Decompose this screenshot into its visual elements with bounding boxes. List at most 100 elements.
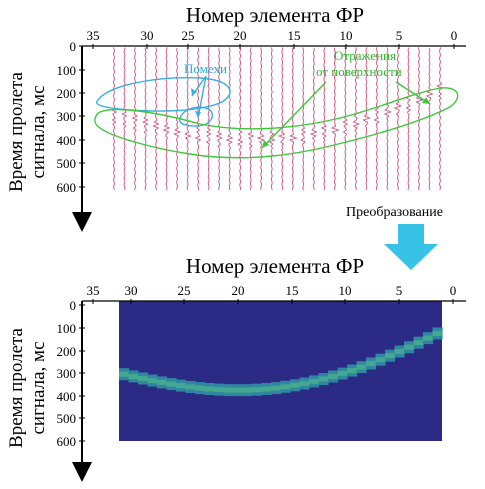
bottom-x-tick-label: 25	[178, 283, 191, 298]
signal-trace	[225, 47, 234, 191]
top-y-tick-label: 0	[70, 39, 77, 54]
top-x-tick-label: 10	[340, 28, 353, 43]
curve-segment-inner	[356, 364, 367, 370]
bottom-x-axis-title: Номер элемента ФР	[186, 254, 364, 278]
signal-trace	[256, 47, 265, 191]
curve-segment-inner	[166, 381, 177, 387]
bottom-y-tick-label: 500	[57, 411, 77, 426]
top-y-tick-label: 400	[57, 133, 77, 148]
top-y-tick-labels: 0 100 200 300 400 500 600	[57, 39, 77, 195]
curve-segment-inner	[347, 368, 358, 373]
bottom-y-tick-label: 0	[70, 298, 77, 313]
curve-segment-inner	[309, 378, 320, 384]
curve-segment-inner	[128, 373, 139, 379]
transformed-image	[119, 301, 442, 441]
reflection-curve	[119, 327, 443, 397]
bottom-x-tick-label: 15	[286, 283, 299, 298]
bottom-y-tick-labels: 0 100 200 300 400 500 600	[57, 298, 77, 449]
signal-trace	[131, 47, 139, 191]
top-y-axis-title-line1: Время пролета	[6, 71, 27, 191]
signal-trace	[415, 47, 424, 191]
signal-trace	[173, 47, 182, 191]
curve-segment-inner	[157, 379, 168, 385]
bottom-x-tick-label: 10	[339, 283, 352, 298]
curve-segment-inner	[318, 376, 329, 382]
top-y-tick-label: 500	[57, 156, 77, 171]
curve-segment-inner	[290, 382, 301, 388]
top-x-tick-label: 0	[451, 28, 458, 43]
curve-segment-inner	[204, 386, 215, 392]
bottom-x-tick-label: 0	[450, 283, 457, 298]
top-y-axis-title-line2: сигнала, мс	[28, 85, 49, 178]
signal-trace	[393, 47, 403, 191]
top-x-axis-title: Номер элемента ФР	[186, 3, 364, 27]
signal-trace	[330, 47, 340, 190]
top-y-tick-label: 200	[57, 86, 77, 101]
curve-segment-inner	[242, 387, 253, 393]
curve-segment-inner	[299, 381, 310, 386]
transform-label: Преобразование	[346, 205, 443, 220]
signal-trace	[300, 47, 306, 191]
curve-segment-inner	[176, 383, 187, 389]
top-y-tick-label: 600	[57, 180, 77, 195]
reflection-outline	[94, 87, 459, 159]
signal-trace	[405, 47, 412, 191]
signal-trace	[362, 47, 372, 191]
signal-trace	[309, 47, 318, 191]
curve-segment-inner	[337, 371, 348, 377]
noise-outline-small	[179, 106, 214, 127]
reflection-annotation-line1: Отражения	[334, 48, 396, 63]
bottom-x-tick-label: 30	[125, 283, 138, 298]
bottom-y-tick-label: 100	[57, 321, 77, 336]
noise-pointer-2	[197, 75, 207, 119]
curve-segment-inner	[366, 361, 377, 366]
bottom-y-tick-label: 200	[57, 344, 77, 359]
signal-trace	[215, 47, 223, 191]
bottom-y-tick-label: 300	[57, 366, 77, 381]
curve-segment-inner	[223, 387, 234, 393]
top-x-ticks	[92, 44, 455, 49]
curve-segment-inner	[404, 344, 415, 350]
signal-trace	[383, 47, 392, 191]
curve-segment-inner	[280, 384, 291, 390]
top-x-tick-label: 20	[234, 28, 247, 43]
curve-segment-inner	[195, 385, 206, 391]
signal-trace	[268, 47, 276, 191]
down-arrow-icon	[384, 224, 438, 270]
signal-trace	[184, 47, 192, 191]
top-x-tick-label: 35	[87, 28, 100, 43]
curve-segment-inner	[423, 335, 434, 341]
curve-segment-inner	[138, 376, 149, 381]
signal-trace	[288, 47, 298, 191]
signal-trace	[205, 47, 212, 191]
bottom-x-tick-label: 20	[232, 283, 245, 298]
noise-annotation: Помехи	[184, 61, 227, 76]
signal-trace	[436, 47, 444, 191]
curve-segment-inner	[252, 387, 263, 393]
curve-segment-inner	[233, 387, 244, 393]
curve-segment-inner	[147, 378, 158, 384]
bottom-y-tick-label: 400	[57, 389, 77, 404]
signal-trace	[342, 47, 349, 191]
signal-trace	[237, 47, 244, 191]
curve-segment-inner	[271, 385, 282, 391]
signal-trace	[110, 47, 118, 191]
curve-segment-inner	[261, 386, 272, 392]
bottom-y-axis-title-line1: Время пролета	[6, 327, 27, 447]
signal-trace	[247, 47, 255, 191]
bottom-y-tick-label: 600	[57, 434, 77, 449]
top-x-tick-label: 15	[288, 28, 301, 43]
bottom-y-ticks	[79, 304, 85, 442]
top-panel: Номер элемента ФР 35 30 25 20 15 10 5 0	[6, 3, 466, 232]
signal-traces	[110, 47, 444, 191]
bottom-x-tick-labels: 35 30 25 20 15 10 5 0	[87, 283, 457, 298]
top-y-ticks	[79, 45, 85, 188]
bottom-panel: Номер элемента ФР 35 30 25 20 15 10 5 0	[6, 254, 466, 482]
top-y-tick-label: 300	[57, 109, 77, 124]
bottom-y-axis-title-line2: сигнала, мс	[28, 341, 49, 434]
curve-segment-inner	[214, 387, 225, 393]
signal-trace	[352, 47, 360, 191]
signal-trace	[425, 47, 434, 191]
reflection-outlines	[94, 81, 459, 159]
